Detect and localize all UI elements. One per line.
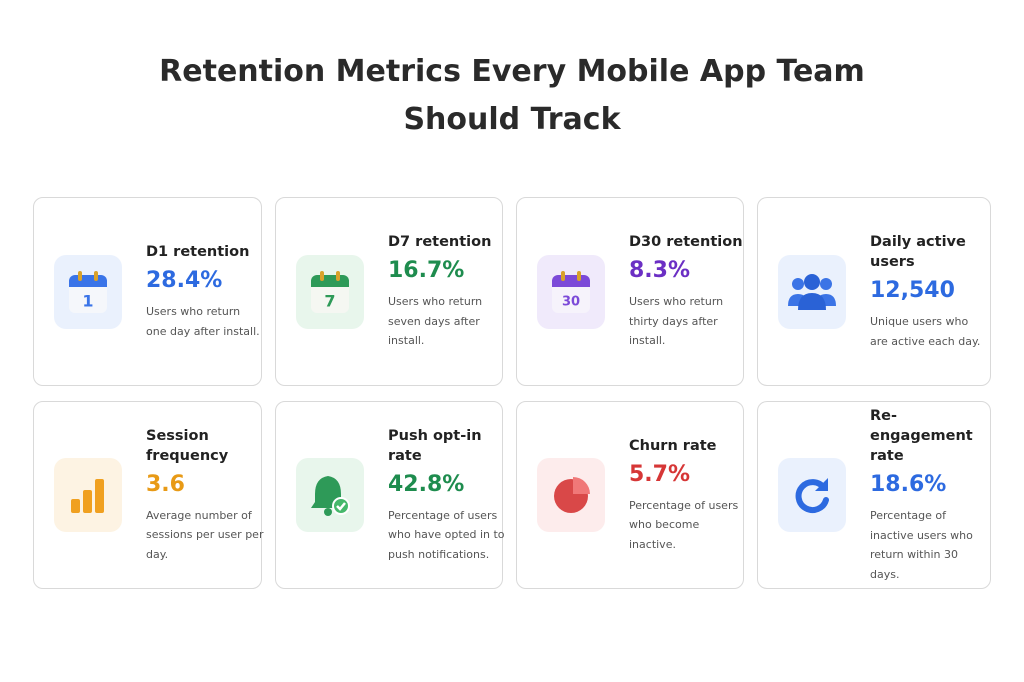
icon-shape: [311, 476, 350, 516]
icon-shape: [798, 292, 826, 310]
metric-label: Session frequency: [146, 427, 229, 464]
icon-shape: [820, 277, 832, 290]
icon-shape: 1: [69, 270, 107, 313]
icon-shape: [78, 270, 82, 281]
metric-label: D7 retention: [388, 234, 492, 251]
metric-description: Percentage of inactive users who return …: [870, 509, 973, 581]
icon-shape: [69, 280, 107, 287]
metric-label: D1 retention: [146, 244, 250, 260]
title: Retention Metrics Every Mobile App Team …: [0, 48, 1024, 144]
icon-shape: [804, 273, 820, 290]
metric-card: Session frequency 3.6 Average number of se…: [33, 401, 264, 589]
metric-icon: 1: [54, 254, 122, 329]
icon-shape: 7: [324, 291, 335, 310]
icon-shape: [336, 502, 346, 511]
icon-shape: 1: [82, 291, 93, 310]
icon-shape: [83, 490, 92, 513]
metric-value: 16.7%: [388, 258, 465, 284]
metric-label: Push opt-in rate: [388, 427, 482, 464]
metric-text: Daily active users 12,540 Unique users who…: [870, 232, 988, 351]
metric-text: D7 retention 16.7% Users who return seven …: [388, 232, 506, 351]
metric-label: Re-engagement rate: [870, 408, 973, 464]
icon-shape: [324, 508, 332, 516]
metric-card: 1 D1 retention 28.4% Users who return one d…: [33, 197, 262, 386]
metric-description: Percentage of users who become inactive.: [629, 498, 739, 551]
metric-text: Re-engagement rate 18.6% Percentage of ina…: [870, 406, 988, 584]
metric-icon: [778, 254, 846, 329]
metric-label: Daily active users: [870, 234, 966, 270]
metric-description: Percentage of users who have opted in to…: [388, 508, 505, 561]
icon-shape: [336, 270, 340, 281]
metric-icon: [296, 458, 364, 532]
metric-text: Churn rate 5.7% Percentage of users who be…: [629, 436, 747, 555]
metric-description: Unique users who are active each day.: [870, 315, 981, 348]
metric-card: Daily active users 12,540 Unique users who…: [757, 197, 991, 386]
icon-shape: [552, 280, 590, 287]
icon-shape: [815, 478, 828, 491]
icon-shape: [561, 270, 565, 281]
icon-shape: [577, 270, 581, 281]
icon-shape: 30: [562, 294, 580, 309]
icon-shape: [795, 478, 829, 514]
metric-text: D1 retention 28.4% Users who return one da…: [146, 242, 264, 341]
icon-shape: [320, 270, 324, 281]
icon-shape: [795, 479, 829, 514]
icon-shape: [792, 277, 804, 290]
metric-value: 28.4%: [146, 268, 223, 293]
metric-description: Users who return one day after install.: [146, 305, 260, 338]
title-line: Retention Metrics Every Mobile App Team: [159, 54, 865, 89]
metric-label: D30 retention: [629, 234, 743, 251]
metric-card: Re-engagement rate 18.6% Percentage of ina…: [757, 401, 991, 589]
title-line: Should Track: [403, 102, 621, 137]
metric-icon: 7: [296, 254, 364, 329]
metric-value: 12,540: [870, 278, 955, 303]
metric-value: 8.3%: [629, 258, 691, 284]
metric-icon: [54, 458, 122, 532]
metric-value: 5.7%: [629, 461, 691, 487]
metric-text: Session frequency 3.6 Average number of se…: [146, 426, 264, 565]
icon-shape: [71, 499, 80, 513]
metric-icon: [537, 458, 605, 532]
metric-label: Churn rate: [629, 437, 717, 454]
metric-card: Churn rate 5.7% Percentage of users who be…: [516, 401, 744, 589]
metric-text: Push opt-in rate 42.8% Percentage of users…: [388, 426, 506, 565]
icon-shape: 30: [552, 270, 590, 313]
metric-card: 7 D7 retention 16.7% Users who return seven…: [275, 197, 503, 386]
metric-value: 3.6: [146, 471, 185, 497]
metric-text: D30 retention 8.3% Users who return thirty…: [629, 232, 747, 351]
metric-description: Users who return seven days after instal…: [388, 295, 483, 348]
icon-shape: 7: [311, 270, 349, 313]
metric-card: Push opt-in rate 42.8% Percentage of users…: [275, 401, 506, 589]
icon-shape: [788, 273, 836, 310]
metric-value: 42.8%: [388, 471, 465, 497]
icon-shape: [311, 280, 349, 287]
metric-description: Users who return thirty days after insta…: [629, 295, 724, 348]
icon-shape: [71, 479, 104, 513]
metric-icon: 30: [537, 254, 605, 329]
metric-value: 18.6%: [870, 472, 947, 497]
icon-shape: [94, 270, 98, 281]
icon-shape: [573, 477, 590, 494]
icon-shape: [95, 479, 104, 513]
metric-icon: [778, 458, 846, 532]
metric-description: Average number of sessions per user per …: [146, 508, 264, 561]
metric-card: 30 D30 retention 8.3% Users who return thir…: [516, 197, 744, 386]
icon-shape: [554, 477, 590, 513]
